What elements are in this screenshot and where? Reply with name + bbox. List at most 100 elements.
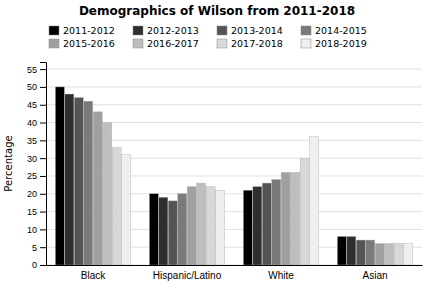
legend-swatch xyxy=(49,26,59,35)
legend-swatch xyxy=(49,39,59,48)
bar xyxy=(206,187,215,265)
y-axis-title: Percentage xyxy=(3,135,14,191)
y-tick: 5 xyxy=(32,243,46,253)
legend-swatch xyxy=(133,26,143,35)
x-tick: Asian xyxy=(362,265,387,281)
grid-line xyxy=(46,86,422,87)
y-tick-label: 15 xyxy=(27,207,37,217)
y-tick-label: 20 xyxy=(27,189,37,199)
bar xyxy=(159,197,168,265)
bar xyxy=(149,194,158,265)
y-tick-mark xyxy=(40,194,46,195)
bar xyxy=(253,187,262,265)
bar xyxy=(178,194,187,265)
bar xyxy=(103,123,112,265)
bar-series xyxy=(103,123,394,265)
y-tick-mark xyxy=(40,265,46,266)
grid xyxy=(46,69,422,265)
y-tick: 0 xyxy=(32,260,46,270)
chart: Demographics of Wilson from 2011-2018 0 5 1… xyxy=(0,0,434,291)
legend-label: 2011-2012 xyxy=(63,25,115,36)
bar xyxy=(347,237,356,265)
x-tick: Black xyxy=(81,265,106,281)
legend-label: 2014-2015 xyxy=(315,25,367,36)
y-tick-mark xyxy=(40,140,46,141)
x-tick-label: White xyxy=(268,270,294,281)
legend-item: 2015-2016 xyxy=(49,38,115,49)
bar-series xyxy=(93,112,384,265)
legend-item: 2013-2014 xyxy=(217,25,283,36)
legend-item: 2012-2013 xyxy=(133,25,199,36)
bar-series xyxy=(112,147,403,265)
x-tick-label: Hispanic/Latino xyxy=(153,270,222,281)
x-tick-label: Black xyxy=(81,270,106,281)
bar xyxy=(404,244,413,265)
bar xyxy=(55,87,64,265)
bar xyxy=(356,240,365,265)
legend-swatch xyxy=(217,39,227,48)
legend-label: 2012-2013 xyxy=(147,25,199,36)
legend-item: 2017-2018 xyxy=(217,38,283,49)
y-tick-label: 5 xyxy=(32,243,37,253)
bar xyxy=(291,172,300,265)
y-tick-label: 0 xyxy=(32,260,37,270)
bar-series xyxy=(65,94,356,265)
bar xyxy=(65,94,74,265)
y-tick: 10 xyxy=(27,225,46,235)
y-tick: 15 xyxy=(27,207,46,217)
legend-item: 2011-2012 xyxy=(49,25,115,36)
bar xyxy=(385,244,394,265)
y-tick-mark xyxy=(40,176,46,177)
bar xyxy=(93,112,102,265)
plot: 0510152025303540455055BlackHispanic/Lati… xyxy=(27,63,423,282)
y-tick-mark xyxy=(40,158,46,159)
y-tick: 50 xyxy=(27,82,46,92)
y-tick: 55 xyxy=(27,65,46,75)
legend-label: 2017-2018 xyxy=(231,38,283,49)
bar xyxy=(168,201,177,265)
legend-swatch xyxy=(217,26,227,35)
legend-label: 2016-2017 xyxy=(147,38,199,49)
bar xyxy=(187,187,196,265)
y-tick: 20 xyxy=(27,189,46,199)
bar xyxy=(394,244,403,265)
y-tick-label: 30 xyxy=(27,154,37,164)
bar-series xyxy=(84,101,375,265)
y-tick: 35 xyxy=(27,136,46,146)
y-tick-mark xyxy=(40,212,46,213)
legend-swatch xyxy=(301,39,311,48)
legend-label: 2013-2014 xyxy=(231,25,283,36)
bar xyxy=(272,180,281,265)
y-tick-label: 10 xyxy=(27,225,37,235)
x-axis: Black Hispanic/Latino White Asian xyxy=(47,265,423,281)
bar xyxy=(84,101,93,265)
bars xyxy=(55,87,412,265)
y-tick-mark xyxy=(40,87,46,88)
bar xyxy=(366,240,375,265)
legend-item: 2014-2015 xyxy=(301,25,367,36)
legend-item: 2018-2019 xyxy=(301,38,367,49)
bar xyxy=(281,172,290,265)
bar-series xyxy=(55,87,346,265)
legend-label: 2015-2016 xyxy=(63,38,115,49)
y-tick: 45 xyxy=(27,100,46,110)
y-axis-line xyxy=(40,63,47,266)
y-tick-mark xyxy=(40,229,46,230)
bar xyxy=(337,237,346,265)
bar xyxy=(300,158,309,265)
bar-series xyxy=(122,137,413,265)
y-tick-label: 55 xyxy=(27,65,37,75)
y-tick: 30 xyxy=(27,154,46,164)
y-tick-mark xyxy=(40,69,46,70)
y-tick-mark xyxy=(40,247,46,248)
y-tick-label: 45 xyxy=(27,100,37,110)
y-axis: 0510152025303540455055 xyxy=(27,63,47,271)
bar xyxy=(74,98,83,265)
title: Demographics of Wilson from 2011-2018 xyxy=(79,4,355,18)
bar xyxy=(122,155,131,265)
bar xyxy=(262,183,271,265)
bar xyxy=(112,147,121,265)
x-tick: White xyxy=(268,265,294,281)
y-tick-label: 25 xyxy=(27,171,37,181)
legend-item: 2016-2017 xyxy=(133,38,199,49)
